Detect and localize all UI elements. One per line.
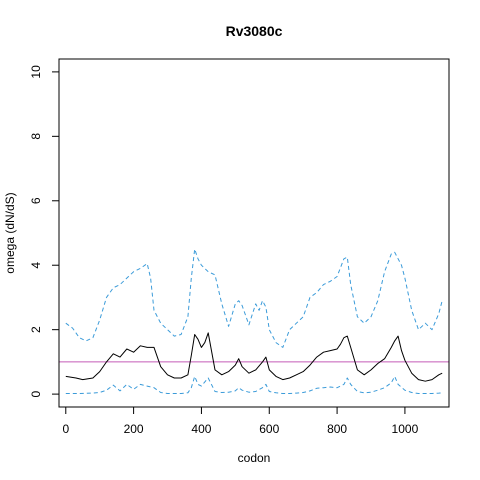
chart-title: Rv3080c [226, 23, 283, 39]
series-line-lower [65, 375, 443, 394]
y-axis-label: omega (dN/dS) [3, 192, 17, 273]
y-tick-label-4: 4 [29, 262, 43, 269]
x-tick-label-400: 400 [191, 422, 211, 436]
y-tick-label-8: 8 [29, 133, 43, 140]
x-tick-label-600: 600 [259, 422, 279, 436]
x-tick-label-1000: 1000 [392, 422, 419, 436]
y-tick-label-0: 0 [29, 390, 43, 397]
series-line-estimate [65, 332, 443, 382]
x-tick-label-800: 800 [327, 422, 347, 436]
series-line-upper [65, 248, 443, 348]
y-tick-label-10: 10 [29, 65, 43, 79]
y-tick-label-6: 6 [29, 197, 43, 204]
x-tick-label-200: 200 [124, 422, 144, 436]
x-axis-label: codon [238, 451, 271, 465]
x-tick-label-0: 0 [62, 422, 69, 436]
y-tick-label-2: 2 [29, 326, 43, 333]
